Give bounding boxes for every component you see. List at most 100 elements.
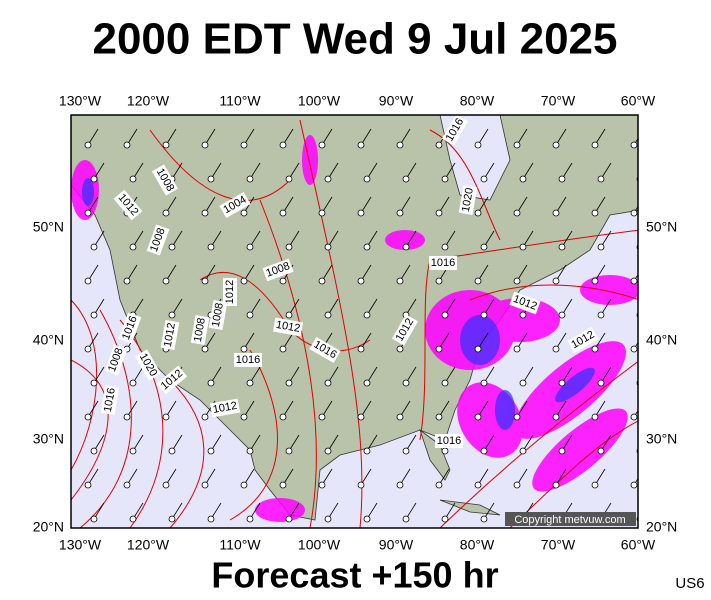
barb-station bbox=[552, 141, 560, 149]
lon-label-bottom: 80°W bbox=[460, 537, 495, 553]
barb-station bbox=[279, 277, 287, 285]
barb-station bbox=[318, 413, 326, 421]
barb-station bbox=[201, 481, 209, 489]
isobar-label-text: 1016 bbox=[431, 257, 455, 269]
barb-station bbox=[201, 141, 209, 149]
barb-station bbox=[597, 379, 605, 387]
isobar-label-box bbox=[391, 314, 419, 346]
barb-station bbox=[396, 481, 404, 489]
barb-station bbox=[324, 175, 332, 183]
barb-station bbox=[558, 243, 566, 251]
barb-station bbox=[441, 379, 449, 387]
barb-station bbox=[630, 209, 638, 217]
barb-station bbox=[246, 447, 254, 455]
barb-station bbox=[279, 413, 287, 421]
lon-label-bottom: 90°W bbox=[379, 537, 414, 553]
barb-station bbox=[474, 413, 482, 421]
lon-label-top: 60°W bbox=[621, 93, 656, 109]
barb-station bbox=[441, 175, 449, 183]
isobar-label-text: 1016 bbox=[437, 435, 461, 447]
lat-label-left: 40°N bbox=[33, 332, 64, 348]
barb-station bbox=[513, 413, 521, 421]
barb-station bbox=[357, 345, 365, 353]
barb-station bbox=[597, 311, 605, 319]
lon-label-top: 90°W bbox=[379, 93, 414, 109]
barb-station bbox=[123, 481, 131, 489]
isobar-label-box bbox=[441, 115, 469, 146]
barb-station bbox=[357, 413, 365, 421]
barb-station bbox=[591, 209, 599, 217]
isobar-label: 1012 bbox=[209, 398, 241, 418]
barb-station bbox=[435, 481, 443, 489]
title: 2000 EDT Wed 9 Jul 2025 bbox=[92, 15, 617, 64]
isobar-label: 1008 bbox=[104, 344, 128, 376]
barb-station bbox=[90, 515, 98, 523]
barb-station bbox=[84, 141, 92, 149]
barb-station bbox=[285, 243, 293, 251]
barb-station bbox=[357, 277, 365, 285]
isobar-label-box bbox=[160, 319, 180, 351]
isobar-label-box bbox=[134, 349, 162, 381]
barb-station bbox=[591, 345, 599, 353]
barb-station bbox=[435, 413, 443, 421]
barb-station bbox=[129, 175, 137, 183]
lon-label-bottom: 130°W bbox=[59, 537, 102, 553]
isobar-label: 1020 bbox=[458, 184, 478, 216]
barb-station bbox=[162, 141, 170, 149]
barb-station bbox=[162, 277, 170, 285]
barb-station bbox=[402, 515, 410, 523]
isobar-label-box bbox=[262, 258, 294, 282]
barb-station bbox=[207, 447, 215, 455]
barb-station bbox=[558, 175, 566, 183]
barb-station bbox=[162, 481, 170, 489]
barb-station bbox=[201, 413, 209, 421]
barb-station bbox=[324, 515, 332, 523]
isobar-label-box bbox=[309, 336, 341, 364]
isobar-label-text: 1012 bbox=[212, 400, 238, 416]
barb-station bbox=[597, 243, 605, 251]
barb-station bbox=[552, 209, 560, 217]
barb-station bbox=[513, 209, 521, 217]
isobar-label-box bbox=[209, 398, 241, 418]
isobar-label: 1016 bbox=[100, 384, 120, 416]
lon-label-bottom: 110°W bbox=[219, 537, 261, 553]
barb-station bbox=[591, 413, 599, 421]
heavy-precipitation bbox=[82, 178, 595, 430]
barb-station bbox=[402, 243, 410, 251]
barb-station bbox=[168, 447, 176, 455]
barb-station bbox=[285, 447, 293, 455]
footer: Forecast +150 hr bbox=[211, 555, 498, 596]
barb-station bbox=[591, 141, 599, 149]
isobar-label-text: 1008 bbox=[192, 317, 208, 343]
barb-station bbox=[441, 243, 449, 251]
isobar-label-box bbox=[146, 224, 170, 256]
barb-station bbox=[480, 243, 488, 251]
barb-station bbox=[168, 515, 176, 523]
barb-station bbox=[129, 243, 137, 251]
barb-station bbox=[552, 345, 560, 353]
barb-station bbox=[558, 379, 566, 387]
barb-station bbox=[597, 175, 605, 183]
barb-station bbox=[123, 141, 131, 149]
barb-station bbox=[441, 515, 449, 523]
barb-station bbox=[357, 141, 365, 149]
barb-station bbox=[591, 277, 599, 285]
lon-label-bottom: 100°W bbox=[298, 537, 341, 553]
isobar-label: 1012 bbox=[509, 291, 541, 315]
barb-station bbox=[519, 447, 527, 455]
barb-station bbox=[90, 311, 98, 319]
isobar-label-box bbox=[509, 291, 541, 315]
barb-station bbox=[480, 175, 488, 183]
isobar-label: 1008 bbox=[190, 314, 210, 346]
barb-staff bbox=[640, 367, 650, 383]
isobar-label: 1016 bbox=[435, 434, 463, 448]
barb-station bbox=[519, 175, 527, 183]
barb-station bbox=[84, 209, 92, 217]
barb-station bbox=[123, 413, 131, 421]
isobar-label-box bbox=[429, 256, 457, 270]
barb-station bbox=[552, 413, 560, 421]
barb-station bbox=[246, 379, 254, 387]
lon-label-top: 70°W bbox=[541, 93, 576, 109]
barb-station bbox=[246, 175, 254, 183]
barb-station bbox=[396, 209, 404, 217]
